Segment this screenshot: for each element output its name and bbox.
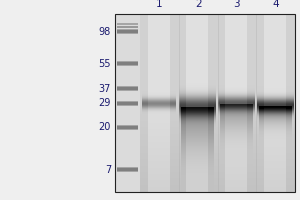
Text: 98: 98 [99,27,111,37]
Text: 3: 3 [234,0,240,9]
Text: 37: 37 [99,84,111,94]
Text: 29: 29 [99,98,111,108]
Text: 55: 55 [98,59,111,69]
Text: 20: 20 [99,122,111,132]
Text: 2: 2 [195,0,201,9]
Text: 4: 4 [272,0,279,9]
Bar [115,14,295,192]
Text: 7: 7 [105,165,111,175]
Text: 1: 1 [156,0,163,9]
